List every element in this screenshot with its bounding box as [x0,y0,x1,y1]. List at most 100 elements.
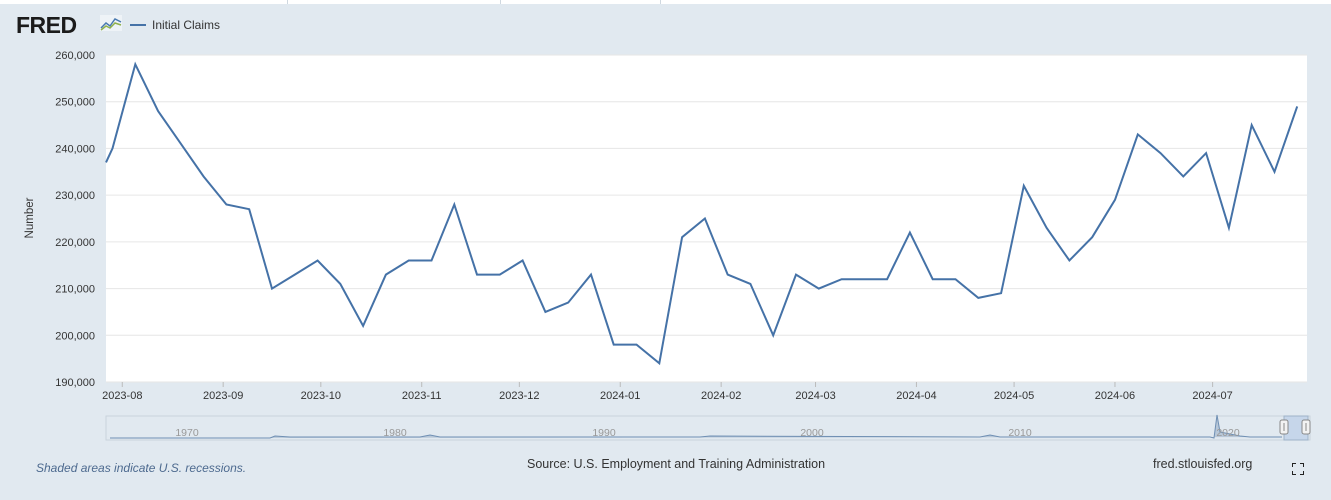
data-point[interactable] [315,258,320,263]
recession-note: Shaded areas indicate U.S. recessions. [36,461,247,475]
data-point[interactable] [110,146,115,151]
data-point[interactable] [224,202,229,207]
x-tick-label: 2024-04 [896,390,936,402]
data-point[interactable] [178,141,183,146]
y-tick-label: 260,000 [55,50,95,62]
data-point[interactable] [429,258,434,263]
data-point[interactable] [907,230,912,235]
navigator-year-label: 1970 [175,427,199,439]
x-tick-label: 2023-12 [499,390,539,402]
y-axis-label: Number [24,197,36,238]
data-point[interactable] [1295,104,1300,109]
data-point[interactable] [953,277,958,282]
data-point[interactable] [361,323,366,328]
data-point[interactable] [748,281,753,286]
x-tick-label: 2024-03 [795,390,835,402]
data-point[interactable] [1158,151,1163,156]
top-strip [0,0,1331,4]
data-point[interactable] [588,272,593,277]
fred-logo: FRED [16,12,77,38]
chart-legend[interactable]: Initial Claims [130,18,220,32]
data-point[interactable] [1181,174,1186,179]
data-point[interactable] [657,361,662,366]
x-tick-label: 2023-09 [203,390,243,402]
x-tick-label: 2023-08 [102,390,142,402]
data-point[interactable] [794,272,799,277]
navigator-labels: 1970 1980 1990 2000 2010 2020 [175,427,1240,439]
data-point[interactable] [771,333,776,338]
legend-label: Initial Claims [152,18,221,32]
x-axis-ticks: 2023-08 2023-09 2023-10 2023-11 2023-12 2024-… [102,382,1233,402]
data-point[interactable] [338,281,343,286]
y-tick-label: 220,000 [55,237,95,249]
data-point[interactable] [475,272,480,277]
data-point[interactable] [885,277,890,282]
data-point[interactable] [452,202,457,207]
source-text: Source: U.S. Employment and Training Adm… [527,457,826,471]
data-point[interactable] [680,235,685,240]
data-point[interactable] [1226,225,1231,230]
y-tick-label: 230,000 [55,190,95,202]
x-tick-label: 2024-07 [1192,390,1232,402]
data-point[interactable] [201,174,206,179]
data-point[interactable] [104,160,109,165]
data-point[interactable] [930,277,935,282]
data-point[interactable] [634,342,639,347]
x-tick-label: 2024-02 [701,390,741,402]
data-point[interactable] [543,309,548,314]
data-point[interactable] [862,277,867,282]
data-point[interactable] [1021,183,1026,188]
gridlines [106,54,1307,383]
x-tick-label: 2024-05 [994,390,1034,402]
top-divider [287,0,288,4]
line-chart: 190,000 200,000 210,000 220,000 230,000 240,0… [24,50,1311,441]
data-point[interactable] [999,291,1004,296]
site-link[interactable]: fred.stlouisfed.org [1153,457,1253,471]
top-divider [500,0,501,4]
data-point[interactable] [247,207,252,212]
x-tick-label: 2024-01 [600,390,640,402]
data-point[interactable] [156,109,161,114]
navigator-year-label: 1980 [383,427,407,439]
navigator-year-label: 2000 [800,427,824,439]
plot-area [106,55,1307,382]
y-tick-label: 240,000 [55,143,95,155]
data-point[interactable] [520,258,525,263]
top-divider [660,0,661,4]
fullscreen-icon[interactable] [1292,463,1304,475]
y-tick-label: 200,000 [55,330,95,342]
data-point[interactable] [816,286,821,291]
legend-swatch [130,24,146,26]
data-point[interactable] [1090,235,1095,240]
navigator-year-label: 1990 [592,427,616,439]
fred-logo-graph-icon [100,15,122,31]
y-tick-label: 190,000 [55,377,95,389]
data-point[interactable] [725,272,730,277]
navigator-series [110,414,1282,439]
x-tick-label: 2023-11 [402,390,442,402]
data-point[interactable] [1135,132,1140,137]
y-axis-ticks: 190,000 200,000 210,000 220,000 230,000 240,0… [55,50,95,389]
y-tick-label: 210,000 [55,284,95,296]
data-point[interactable] [702,216,707,221]
navigator-year-label: 2020 [1216,427,1240,439]
y-tick-label: 250,000 [55,97,95,109]
data-point[interactable] [133,62,138,67]
data-point[interactable] [1249,123,1254,128]
data-point[interactable] [1204,151,1209,156]
data-point[interactable] [1272,169,1277,174]
data-point[interactable] [383,272,388,277]
data-point[interactable] [1044,225,1049,230]
data-point[interactable] [1112,197,1117,202]
data-point[interactable] [566,300,571,305]
data-point[interactable] [497,272,502,277]
data-point[interactable] [611,342,616,347]
data-point[interactable] [406,258,411,263]
data-point[interactable] [1067,258,1072,263]
data-point[interactable] [839,277,844,282]
data-point[interactable] [269,286,274,291]
data-point[interactable] [292,272,297,277]
data-point[interactable] [976,295,981,300]
x-tick-label: 2024-06 [1095,390,1135,402]
series-line-initial-claims [105,61,1299,366]
